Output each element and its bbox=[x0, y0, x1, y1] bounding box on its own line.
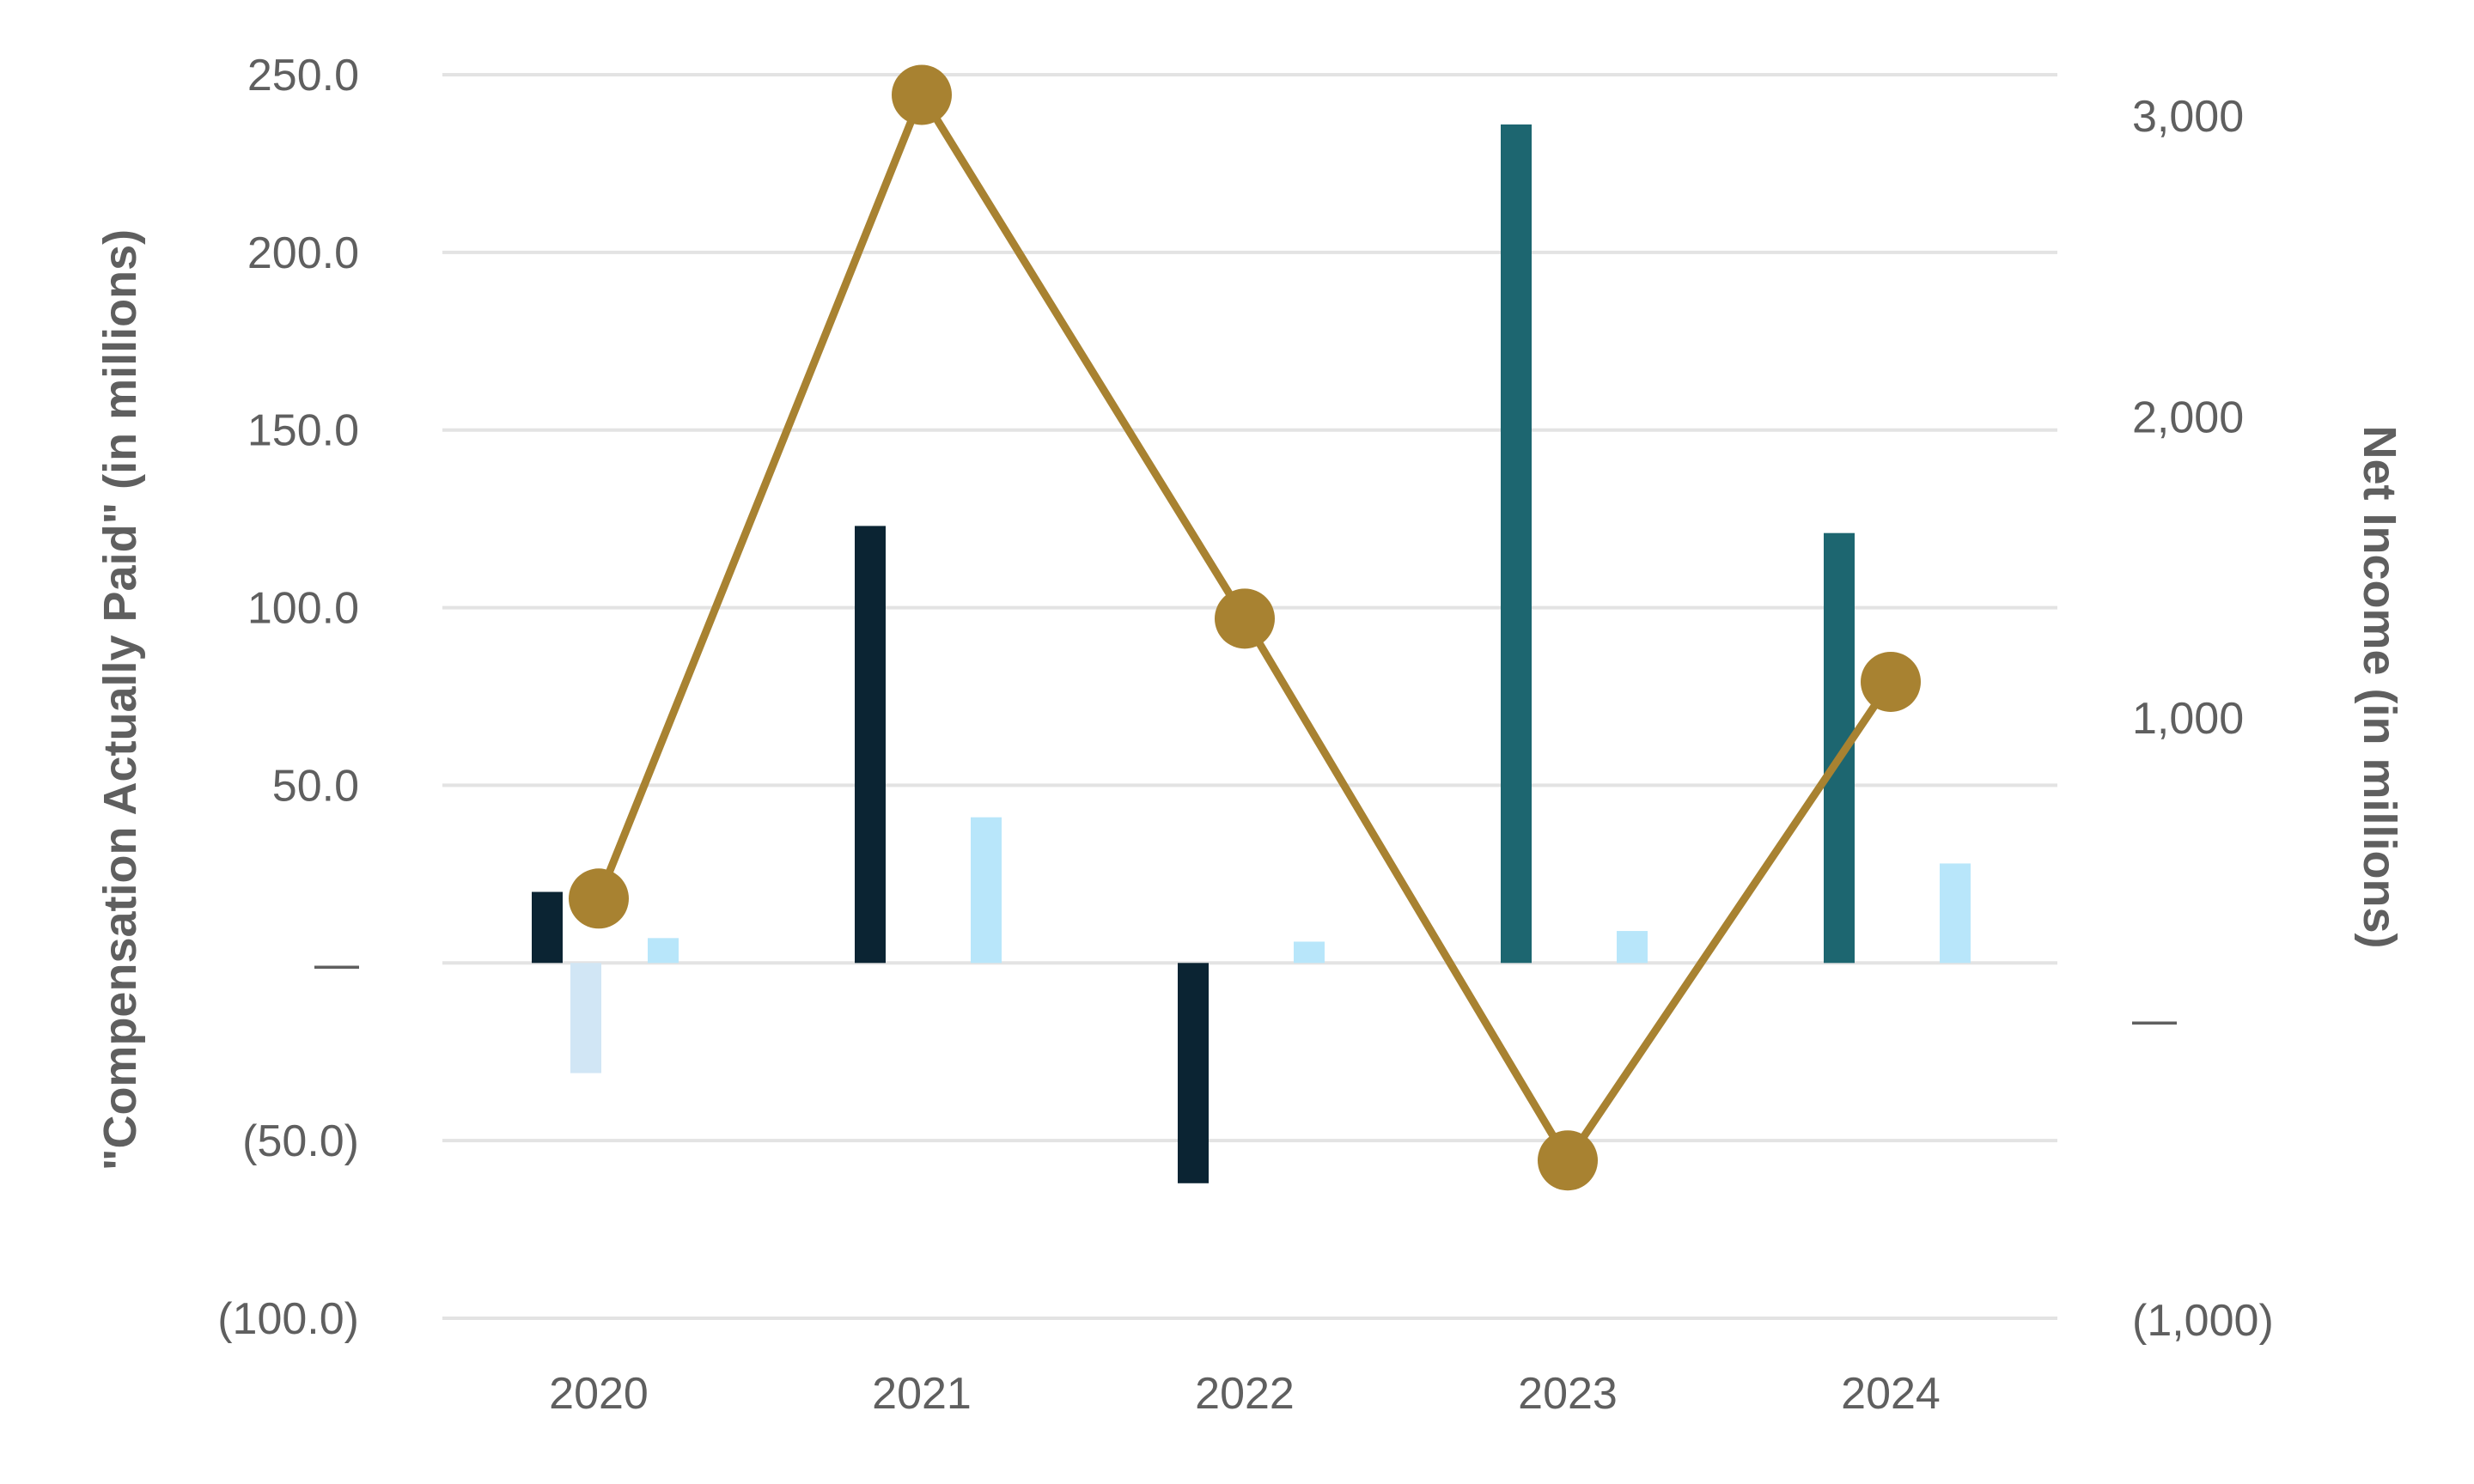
x-tick-label: 2020 bbox=[549, 1369, 649, 1419]
right-tick-label: — bbox=[2132, 995, 2177, 1045]
bars bbox=[532, 124, 1971, 1183]
left-tick-label: (50.0) bbox=[242, 1116, 359, 1166]
bar-series-2-2023 bbox=[1501, 124, 1532, 964]
net-income-point-2021 bbox=[892, 64, 952, 125]
left-tick-label: 250.0 bbox=[247, 51, 359, 100]
right-tick-label: 1,000 bbox=[2132, 694, 2244, 744]
right-tick-label: 2,000 bbox=[2132, 393, 2244, 443]
gridlines bbox=[442, 73, 2057, 1320]
right-axis-title: Net Income (in millions) bbox=[2354, 425, 2405, 948]
left-tick-label: 150.0 bbox=[247, 406, 359, 456]
net-income-point-2023 bbox=[1538, 1130, 1598, 1191]
bar-series-1-2020 bbox=[532, 891, 563, 964]
x-tick-label: 2021 bbox=[872, 1369, 972, 1419]
bar-series-4-2024 bbox=[1940, 863, 1971, 964]
x-axis-ticks: 2020 2021 2022 2023 2024 bbox=[549, 1369, 1941, 1419]
net-income-point-2022 bbox=[1215, 588, 1275, 649]
bar-series-4-2020 bbox=[648, 938, 679, 964]
bar-series-4-2023 bbox=[1617, 931, 1648, 964]
left-tick-label: 50.0 bbox=[272, 761, 359, 811]
left-axis-title: "Compensation Actually Paid" (in million… bbox=[94, 229, 146, 1171]
left-tick-label: 200.0 bbox=[247, 228, 359, 278]
x-tick-label: 2023 bbox=[1518, 1369, 1618, 1419]
left-axis-ticks: 250.0 200.0 150.0 100.0 50.0 — (50.0) (100.0) bbox=[217, 51, 359, 1344]
net-income-point-2020 bbox=[569, 868, 629, 929]
bar-series-1-2021 bbox=[855, 526, 886, 964]
bar-series-4-2022 bbox=[1294, 941, 1325, 964]
net-income-point-2024 bbox=[1861, 651, 1921, 712]
bar-series-3-2020 bbox=[570, 963, 601, 1073]
bar-series-4-2021 bbox=[971, 817, 1002, 964]
bar-series-1-2022 bbox=[1178, 963, 1209, 1183]
x-tick-label: 2024 bbox=[1841, 1369, 1941, 1419]
right-axis-ticks: 3,000 2,000 1,000 — (1,000) bbox=[2132, 92, 2274, 1346]
right-tick-label: 3,000 bbox=[2132, 92, 2244, 142]
right-tick-label: (1,000) bbox=[2132, 1296, 2274, 1346]
left-tick-label: 100.0 bbox=[247, 584, 359, 634]
x-tick-label: 2022 bbox=[1195, 1369, 1295, 1419]
net-income-line-layer bbox=[569, 64, 1921, 1191]
left-tick-label: — bbox=[314, 939, 359, 988]
left-tick-label: (100.0) bbox=[217, 1294, 359, 1344]
